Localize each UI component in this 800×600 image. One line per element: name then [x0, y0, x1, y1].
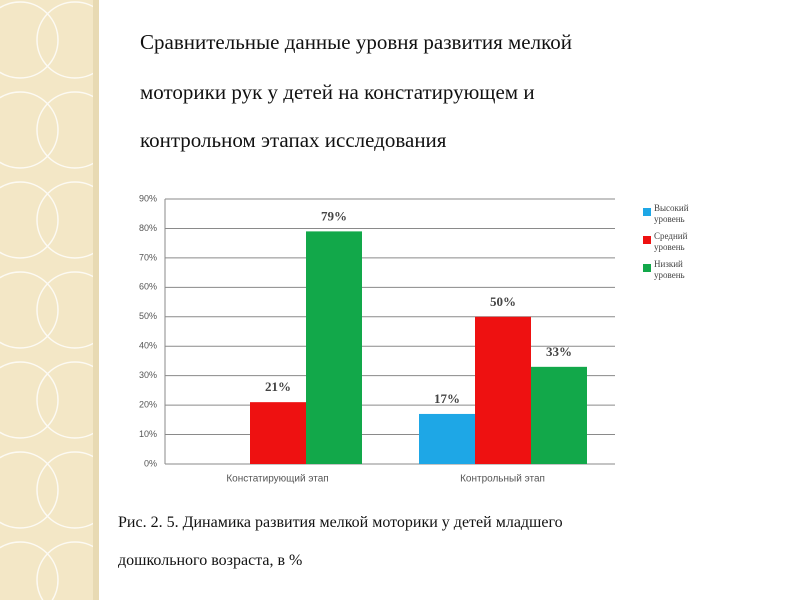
bar: [475, 316, 531, 464]
legend-swatch: [643, 264, 651, 272]
value-label: 33%: [546, 344, 572, 359]
y-tick-label: 80%: [139, 223, 157, 233]
y-tick-label: 20%: [139, 399, 157, 409]
value-label: 79%: [321, 208, 347, 223]
y-tick-label: 40%: [139, 341, 157, 351]
decor-edge: [93, 0, 99, 600]
decor-circles: [0, 1, 114, 600]
legend-swatch: [643, 236, 651, 244]
x-tick-label: Констатирующий этап: [226, 474, 328, 485]
title-line: Сравнительные данные уровня развития мел…: [140, 30, 572, 54]
bar: [419, 413, 475, 464]
bar: [306, 231, 362, 464]
x-tick-label: Контрольный этап: [460, 474, 545, 485]
legend-swatch: [643, 208, 651, 216]
y-tick-label: 10%: [139, 429, 157, 439]
y-tick-label: 0%: [144, 458, 157, 468]
y-tick-label: 50%: [139, 311, 157, 321]
title-line: моторики рук у детей на констатирующем и: [140, 80, 535, 104]
decor-strip: [0, 0, 93, 600]
y-tick-label: 70%: [139, 252, 157, 262]
bar: [250, 402, 306, 464]
y-tick-label: 90%: [139, 193, 157, 203]
title-line: контрольном этапах исследования: [140, 128, 447, 152]
value-label: 17%: [434, 391, 460, 406]
y-tick-label: 60%: [139, 282, 157, 292]
value-label: 50%: [490, 294, 516, 309]
legend-label: Средний уровень: [654, 231, 688, 252]
legend-label: Высокий уровень: [654, 203, 689, 224]
value-label: 21%: [265, 379, 291, 394]
bar: [531, 366, 587, 464]
caption-line: дошкольного возраста, в %: [118, 552, 303, 569]
caption-line: Рис. 2. 5. Динамика развития мелкой мото…: [118, 514, 563, 531]
legend-label: Низкий уровень: [654, 259, 685, 280]
y-tick-label: 30%: [139, 370, 157, 380]
